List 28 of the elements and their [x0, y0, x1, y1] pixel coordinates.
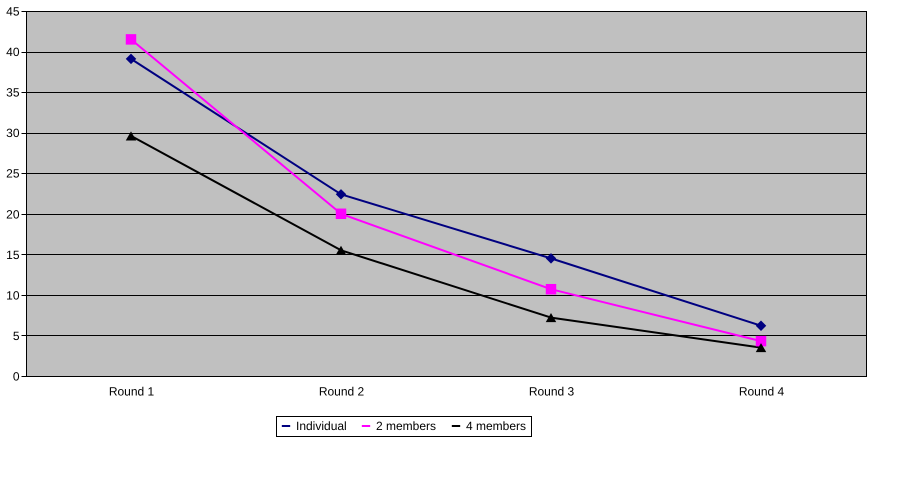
y-tick-label: 0 — [12, 370, 20, 384]
point — [126, 131, 136, 140]
legend-label: 4 members — [466, 419, 526, 433]
x-tick-label: Round 4 — [738, 384, 785, 398]
x-tick-label: Round 3 — [528, 384, 575, 398]
y-tick-label: 5 — [12, 328, 20, 343]
point — [336, 208, 346, 220]
point — [336, 246, 346, 255]
point — [126, 54, 136, 64]
point — [546, 313, 556, 322]
x-tick-label: Round 1 — [108, 384, 155, 398]
point — [756, 343, 766, 352]
y-tick-label: 45 — [6, 4, 20, 18]
y-tick-label: 40 — [6, 45, 20, 60]
y-tick-label: 20 — [6, 207, 20, 222]
y-tick-label: 15 — [6, 248, 20, 262]
point — [126, 34, 136, 45]
legend-label: Individual — [296, 419, 347, 433]
point — [336, 189, 346, 200]
y-tick-label: 30 — [6, 126, 20, 140]
point — [546, 253, 556, 264]
y-tick-label: 25 — [6, 166, 20, 181]
y-tick-label: 10 — [6, 288, 20, 302]
y-tick-label: 35 — [6, 86, 20, 100]
legend-label: 2 members — [376, 419, 436, 433]
point — [756, 320, 766, 331]
point — [546, 284, 556, 294]
x-tick-label: Round 2 — [318, 384, 365, 398]
